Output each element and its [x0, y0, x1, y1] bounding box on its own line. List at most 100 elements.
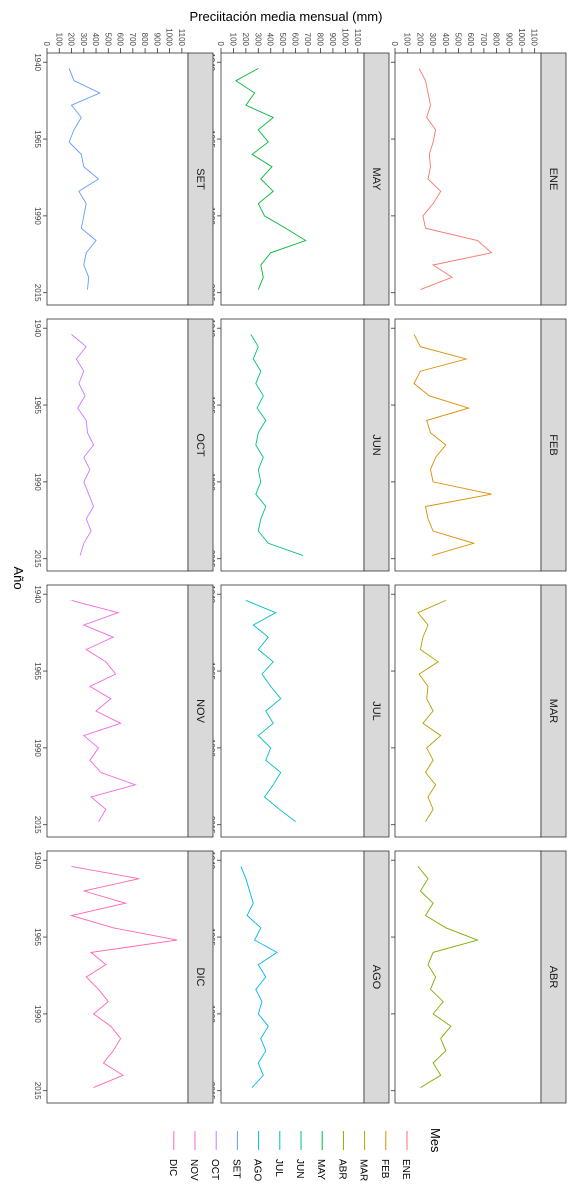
- panel-strip: [187, 850, 214, 1104]
- panel-frame: [220, 52, 365, 306]
- value-tick-label: 300: [79, 33, 88, 47]
- value-tick-label: 900: [152, 33, 161, 47]
- panel-strip-label: FEB: [547, 434, 559, 455]
- panel-strip-label: NOV: [194, 699, 206, 724]
- legend-label: MAR: [358, 1159, 369, 1181]
- legend-label: AGO: [252, 1159, 263, 1181]
- year-tick-label: 2015: [33, 284, 42, 302]
- year-tick-label: 2015: [33, 550, 42, 568]
- panel-frame: [46, 318, 189, 572]
- value-tick-label: 500: [103, 33, 112, 47]
- value-tick-label: 300: [253, 33, 262, 47]
- panel-strip: [187, 584, 214, 838]
- legend-item-set: SET: [230, 1131, 241, 1178]
- panel-frame: [394, 850, 542, 1104]
- legend-item-may: MAY: [315, 1131, 326, 1180]
- legend-label: SET: [230, 1159, 241, 1178]
- year-tick-label: 1965: [33, 396, 42, 414]
- value-axis-col-3: 0 100 200 300 400 500 600 700 800 900 1000 1100: [42, 28, 186, 53]
- value-tick-label: 1000: [165, 28, 174, 46]
- panel-strip-label: JUL: [370, 701, 382, 721]
- panel-oct: OCT 1940 1965 1990 2015: [33, 318, 214, 572]
- value-tick-label: 800: [315, 33, 324, 47]
- year-tick-label: 1940: [33, 851, 42, 869]
- year-tick-label: 2015: [33, 1082, 42, 1100]
- panel-set: SET 1940 1965 1990 2015: [33, 52, 214, 306]
- value-tick-label: 900: [328, 33, 337, 47]
- panel-feb: FEB1940196519902015: [381, 318, 567, 572]
- panel-jul: JUL1940196519902015: [207, 584, 390, 838]
- legend-label: JUL: [273, 1159, 284, 1177]
- value-tick-label: 400: [266, 33, 275, 47]
- legend-label: JUN: [294, 1159, 305, 1178]
- panel-strip-label: OCT: [194, 433, 206, 457]
- year-tick-label: 1940: [33, 53, 42, 71]
- panel-strip: [363, 318, 390, 572]
- legend-item-abr: ABR: [336, 1131, 347, 1180]
- legend-item-ene: ENE: [400, 1131, 411, 1180]
- panel-strip: [363, 850, 390, 1104]
- legend-item-jun: JUN: [294, 1131, 305, 1178]
- value-tick-label: 1000: [517, 28, 526, 46]
- panel-frame: [46, 52, 189, 306]
- legend-label: FEB: [379, 1159, 390, 1179]
- value-tick-label: 600: [116, 33, 125, 47]
- value-tick-label: 600: [466, 33, 475, 47]
- panel-frame: [394, 52, 542, 306]
- value-tick-label: 200: [415, 33, 424, 47]
- panel-nov: NOV 1940 1965 1990 2015: [33, 584, 214, 838]
- legend-item-jul: JUL: [273, 1131, 284, 1177]
- value-tick-label: 800: [492, 33, 501, 47]
- value-tick-label: 700: [128, 33, 137, 47]
- panel-mar: MAR1940196519902015: [381, 584, 567, 838]
- panel-ene: ENE1940196519902015: [381, 52, 567, 306]
- panel-frame: [220, 584, 365, 838]
- panel-may: MAY1940196519902015: [207, 52, 390, 306]
- value-axis-col-2: 0 100 200 300 400 500 600 700 800 900 1000 1100: [216, 28, 362, 53]
- year-tick-label: 1940: [33, 319, 42, 337]
- value-tick-label: 700: [303, 33, 312, 47]
- value-tick-label: 0: [42, 42, 51, 47]
- series-line-jun: [250, 334, 304, 557]
- panel-strip-label: ABR: [547, 966, 559, 989]
- value-tick-label: 200: [67, 33, 76, 47]
- legend-title: Mes: [428, 1128, 443, 1153]
- panel-strip-label: DIC: [194, 968, 206, 987]
- panel-strip: [187, 52, 214, 306]
- value-tick-label: 0: [216, 42, 225, 47]
- panel-strip: [363, 52, 390, 306]
- panel-jun: JUN1940196519902015: [207, 318, 390, 572]
- value-tick-label: 200: [241, 33, 250, 47]
- legend-item-dic: DIC: [167, 1131, 178, 1176]
- year-tick-label: 1990: [33, 473, 42, 491]
- value-tick-label: 1100: [177, 29, 186, 47]
- year-tick-label: 1990: [33, 739, 42, 757]
- series-line-mar: [417, 599, 446, 822]
- value-tick-label: 400: [91, 33, 100, 47]
- legend-label: MAY: [315, 1159, 326, 1180]
- series-line-set: [68, 68, 101, 290]
- value-tick-label: 600: [291, 33, 300, 47]
- x-axis-title: Año: [11, 566, 26, 589]
- legend-item-feb: FEB: [379, 1131, 390, 1179]
- year-tick-label: 1990: [33, 1005, 42, 1023]
- series-line-feb: [413, 334, 492, 557]
- legend: ENE FEB MAR ABR MAY JUN JUL AGO SET OCT NOV DIC: [167, 1131, 411, 1181]
- panel-strip: [540, 318, 567, 572]
- value-tick-label: 1100: [530, 29, 539, 47]
- value-tick-label: 100: [403, 33, 412, 47]
- year-tick-label: 1990: [33, 207, 42, 225]
- year-tick-label: 2015: [33, 816, 42, 834]
- legend-label: DIC: [167, 1159, 178, 1176]
- legend-label: ABR: [336, 1159, 347, 1180]
- series-line-jul: [245, 599, 296, 822]
- legend-item-oct: OCT: [209, 1131, 220, 1180]
- value-tick-label: 1100: [353, 29, 362, 47]
- panel-strip-label: SET: [194, 168, 206, 190]
- value-tick-label: 0: [390, 42, 399, 47]
- panel-dic: DIC 1940 1965 1990 2015: [33, 850, 214, 1104]
- legend-label: ENE: [400, 1159, 411, 1180]
- panel-frame: [220, 318, 365, 572]
- panel-strip-label: MAY: [370, 167, 382, 191]
